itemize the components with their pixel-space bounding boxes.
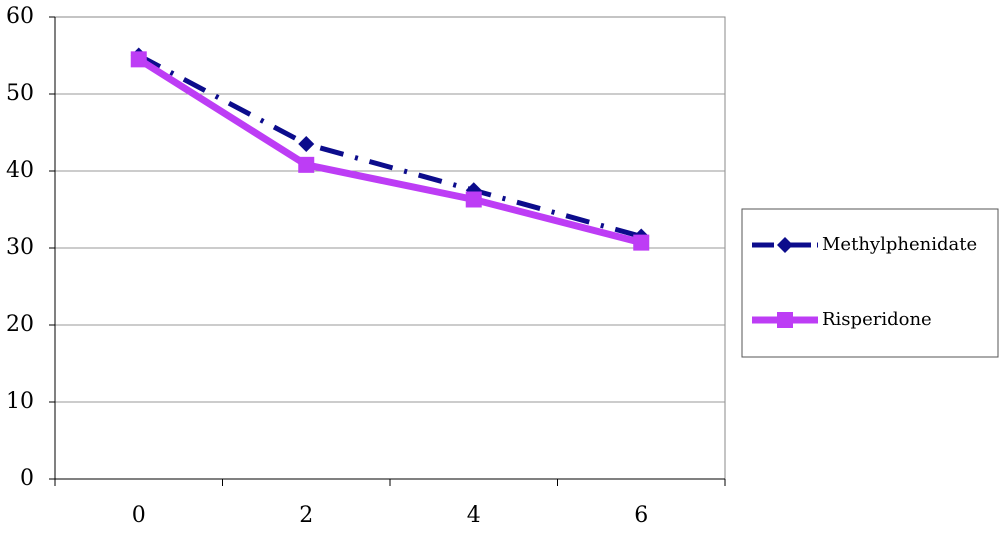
marker bbox=[777, 312, 793, 328]
x-tick-label: 0 bbox=[132, 503, 146, 528]
marker bbox=[633, 234, 650, 251]
legend-box bbox=[741, 208, 999, 358]
marker bbox=[130, 51, 147, 68]
y-tick-label: 60 bbox=[6, 4, 34, 29]
marker bbox=[777, 237, 793, 253]
y-tick-label: 50 bbox=[6, 81, 34, 106]
legend: Methylphenidate Risperidone bbox=[741, 208, 999, 358]
y-tick-label: 0 bbox=[20, 466, 34, 491]
y-tick-label: 10 bbox=[6, 389, 34, 414]
x-tick-label: 4 bbox=[467, 503, 481, 528]
marker bbox=[465, 191, 482, 208]
x-tick-label: 6 bbox=[634, 503, 648, 528]
legend-label: Methylphenidate bbox=[822, 234, 977, 255]
y-tick-label: 20 bbox=[6, 312, 34, 337]
y-tick-label: 40 bbox=[6, 158, 34, 183]
legend-label: Risperidone bbox=[822, 309, 932, 330]
marker bbox=[298, 156, 315, 173]
marker bbox=[298, 136, 315, 153]
series-line bbox=[136, 56, 643, 246]
series-line bbox=[137, 53, 642, 239]
y-tick-label: 30 bbox=[6, 235, 34, 260]
x-tick-label: 2 bbox=[299, 503, 313, 528]
